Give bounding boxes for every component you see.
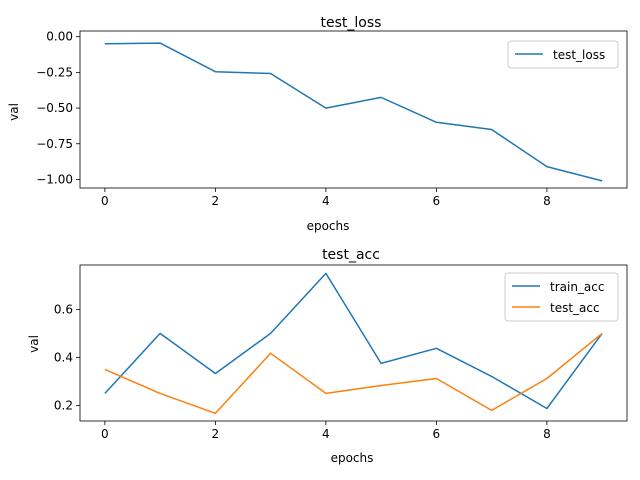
axes-frame (79, 264, 628, 422)
x-tick-label: 6 (433, 427, 441, 441)
legend-label: train_acc (550, 280, 604, 294)
legend-label: test_acc (550, 301, 600, 315)
y-tick-label: 0.4 (54, 350, 73, 364)
series-line-train_acc (104, 272, 603, 410)
legend-box (504, 272, 619, 322)
y-tick-label: −1.00 (36, 172, 73, 186)
x-tick-label: 4 (322, 427, 330, 441)
x-tick-label: 6 (433, 194, 441, 208)
y-tick-label: −0.75 (36, 137, 73, 151)
subplot-title: test_acc (322, 247, 380, 263)
legend: test_loss (507, 40, 619, 69)
y-axis-label: val (27, 335, 41, 353)
x-tick-label: 0 (101, 194, 109, 208)
y-axis-label: val (7, 103, 21, 121)
x-tick-label: 0 (101, 427, 109, 441)
x-axis-label: epochs (307, 219, 350, 233)
x-tick-label: 4 (322, 194, 330, 208)
y-tick-label: 0.6 (54, 302, 73, 316)
subplot-test-loss: test_loss epochs val 0 2 4 6 8 0.00 −0.25 −0.50… (7, 15, 628, 233)
axes-frame (79, 30, 628, 189)
x-tick-label: 2 (212, 427, 220, 441)
legend-label: test_loss (553, 48, 605, 62)
x-tick-label: 8 (543, 427, 551, 441)
x-axis-label: epochs (331, 451, 374, 465)
y-tick-label: −0.50 (36, 101, 73, 115)
x-tick-label: 2 (212, 194, 220, 208)
series-line-test_acc (104, 332, 603, 415)
series-line-test_loss (104, 42, 603, 182)
x-tick-label: 8 (543, 194, 551, 208)
y-tick-label: −0.25 (36, 65, 73, 79)
y-tick-label: 0.00 (46, 30, 73, 44)
y-tick-label: 0.2 (54, 398, 73, 412)
legend-box (507, 40, 619, 69)
plot-area: 0 2 4 6 8 0.2 0.4 0.6 (54, 264, 628, 441)
legend: train_acc test_acc (504, 272, 619, 322)
plot-area: 0 2 4 6 8 0.00 −0.25 −0.50 −0.75 −1.00 (36, 30, 628, 208)
subplot-test-acc: test_acc epochs val 0 2 4 6 8 0.2 0.4 0.6 train… (27, 247, 628, 465)
subplot-title: test_loss (321, 15, 382, 31)
